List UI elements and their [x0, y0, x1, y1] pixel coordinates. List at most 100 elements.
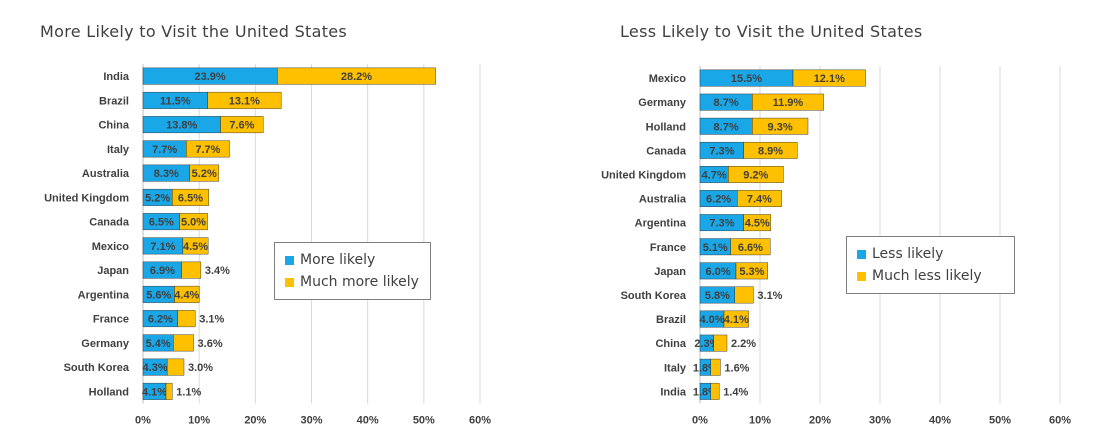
legend-item-less-likely: Less likely [857, 243, 1004, 265]
chart2-data-label-less-likely-japan: 6.0% [705, 266, 730, 278]
chart2-data-label-less-likely-mexico: 15.5% [731, 73, 762, 85]
chart1-category-label-canada: Canada [89, 217, 130, 229]
chart2-data-label-much-less-likely-mexico: 12.1% [814, 73, 845, 85]
chart2-data-label-much-less-likely-holland: 9.3% [768, 121, 793, 133]
chart2-bar-much-less-likely-italy [710, 358, 721, 376]
chart1-x-tick-label: 0% [135, 415, 151, 427]
chart2-data-label-less-likely-canada: 7.3% [709, 145, 734, 157]
chart2-x-tick-label: 40% [929, 414, 951, 426]
chart2-data-label-less-likely-france: 5.1% [703, 242, 728, 254]
chart2-data-label-less-likely-china: 2.3% [694, 338, 719, 350]
chart1-x-tick-label: 40% [357, 415, 379, 427]
chart1-data-label-much-more-likely-france: 3.1% [199, 314, 224, 326]
chart2-bar-much-less-likely-germany [752, 93, 824, 111]
chart1-bar-much-more-likely-canada [179, 213, 208, 231]
chart1-data-label-more-likely-france: 6.2% [148, 314, 173, 326]
chart1-bar-much-more-likely-india [277, 67, 436, 85]
chart2-data-label-much-less-likely-brazil: 4.1% [724, 314, 749, 326]
chart1-bar-much-more-likely-china [220, 116, 264, 134]
legend-item-much-less-likely: Much less likely [857, 265, 1004, 287]
chart2-data-label-much-less-likely-south-korea: 3.1% [757, 290, 782, 302]
chart2-bar-much-less-likely-south-korea [734, 286, 754, 304]
chart2-bar-much-less-likely-china [713, 334, 728, 352]
chart1-data-label-much-more-likely-canada: 5.0% [181, 217, 206, 229]
chart1-category-label-holland: Holland [89, 386, 129, 398]
chart1-data-label-more-likely-brazil: 11.5% [160, 95, 191, 107]
chart1-category-label-mexico: Mexico [92, 241, 130, 253]
chart2-category-label-holland: Holland [646, 121, 686, 133]
chart2-bar-much-less-likely-mexico [792, 69, 866, 87]
chart1-data-label-much-more-likely-india: 28.2% [341, 71, 372, 83]
chart2-category-label-south-korea: South Korea [621, 290, 687, 302]
chart1-bar-much-more-likely-italy [186, 140, 230, 158]
chart2-data-label-much-less-likely-australia: 7.4% [747, 194, 772, 206]
chart1-bar-much-more-likely-australia [189, 164, 220, 182]
chart2-data-label-much-less-likely-argentina: 4.5% [745, 218, 770, 230]
chart2-category-label-france: France [650, 242, 686, 254]
chart1-data-label-more-likely-china: 13.8% [166, 120, 197, 132]
chart1-data-label-much-more-likely-argentina: 4.4% [174, 289, 199, 301]
chart1-bar-much-more-likely-south-korea [166, 358, 185, 376]
chart1-bar-much-more-likely-holland [165, 382, 173, 400]
chart1-category-label-china: China [98, 120, 129, 132]
chart2-data-label-less-likely-australia: 6.2% [706, 194, 731, 206]
chart-title-more-likely: More Likely to Visit the United States [40, 22, 348, 41]
chart1-bar-much-more-likely-brazil [207, 91, 282, 109]
chart1-category-label-france: France [93, 314, 129, 326]
chart1-category-label-argentina: Argentina [78, 289, 130, 301]
chart2-x-tick-label: 30% [869, 414, 891, 426]
chart1-data-label-more-likely-germany: 5.4% [146, 338, 171, 350]
chart1-category-label-australia: Australia [82, 168, 130, 180]
chart1-category-label-india: India [103, 71, 130, 83]
chart1-data-label-much-more-likely-germany: 3.6% [198, 338, 223, 350]
chart1-data-label-more-likely-italy: 7.7% [152, 144, 177, 156]
chart2-data-label-much-less-likely-united-kingdom: 9.2% [743, 169, 768, 181]
chart1-data-label-more-likely-australia: 8.3% [154, 168, 179, 180]
chart1-data-label-much-more-likely-australia: 5.2% [192, 168, 217, 180]
chart1-bar-much-more-likely-mexico [182, 237, 209, 255]
chart1-x-tick-label: 50% [413, 415, 435, 427]
chart2-category-label-australia: Australia [639, 194, 687, 206]
chart2-data-label-less-likely-argentina: 7.3% [709, 218, 734, 230]
chart2-bar-much-less-likely-france [730, 238, 771, 256]
legend-more-likely: More likely Much more likely [274, 242, 431, 300]
chart1-bar-much-more-likely-germany [173, 334, 194, 352]
chart2-category-label-japan: Japan [654, 266, 686, 278]
chart2-bar-much-less-likely-argentina [743, 214, 771, 232]
chart1-data-label-more-likely-canada: 6.5% [149, 217, 174, 229]
chart1-category-label-united-kingdom: United Kingdom [44, 192, 129, 204]
chart1-data-label-much-more-likely-holland: 1.1% [176, 386, 201, 398]
chart1-category-label-italy: Italy [107, 144, 130, 156]
chart1-bar-much-more-likely-japan [181, 261, 202, 279]
chart2-category-label-germany: Germany [638, 97, 687, 109]
chart1-bar-much-more-likely-united-kingdom [172, 188, 209, 206]
chart2-data-label-less-likely-germany: 8.7% [714, 97, 739, 109]
chart1-data-label-much-more-likely-brazil: 13.1% [229, 95, 260, 107]
chart2-x-tick-label: 60% [1049, 414, 1071, 426]
legend-swatch-much-more-likely [285, 277, 294, 287]
chart1-bar-much-more-likely-argentina [174, 285, 200, 303]
chart2-data-label-less-likely-south-korea: 5.8% [705, 290, 730, 302]
chart2-data-label-much-less-likely-france: 6.6% [738, 242, 763, 254]
legend-swatch-less-likely [857, 249, 866, 259]
chart2-category-label-mexico: Mexico [649, 73, 687, 85]
chart1-data-label-more-likely-argentina: 5.6% [146, 289, 171, 301]
legend-label-much-more-likely: Much more likely [300, 274, 419, 290]
legend-swatch-much-less-likely [857, 271, 866, 281]
chart1-x-tick-label: 30% [300, 415, 322, 427]
chart-title-less-likely: Less Likely to Visit the United States [620, 22, 923, 41]
chart2-data-label-less-likely-holland: 8.7% [714, 121, 739, 133]
chart1-data-label-much-more-likely-italy: 7.7% [195, 144, 220, 156]
chart2-x-tick-label: 20% [809, 414, 831, 426]
chart1-data-label-more-likely-south-korea: 4.3% [143, 362, 168, 374]
chart2-data-label-less-likely-brazil: 4.0% [699, 314, 724, 326]
chart1-data-label-much-more-likely-mexico: 4.5% [183, 241, 208, 253]
legend-less-likely: Less likely Much less likely [846, 236, 1015, 294]
chart2-category-label-argentina: Argentina [635, 218, 687, 230]
legend-swatch-more-likely [285, 255, 294, 265]
chart2-bar-much-less-likely-japan [735, 262, 768, 280]
chart2-bar-much-less-likely-united-kingdom [728, 166, 784, 183]
chart1-category-label-south-korea: South Korea [64, 362, 130, 374]
chart2-data-label-much-less-likely-japan: 5.3% [739, 266, 764, 278]
